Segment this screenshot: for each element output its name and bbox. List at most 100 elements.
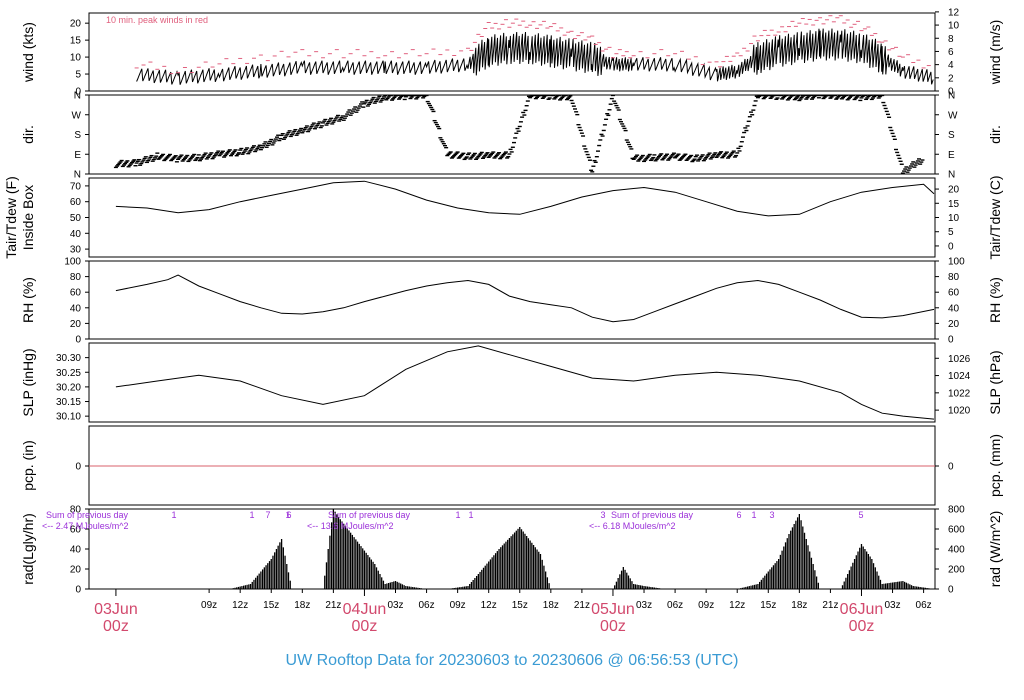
axis-label: SLP (hPa) <box>987 350 1003 414</box>
ytick-label-left: 0 <box>75 87 81 98</box>
ytick-label-right: E <box>948 150 955 161</box>
wind-peak-markers <box>134 15 931 75</box>
rad-annotation-line1: Sum of previous day <box>46 510 129 520</box>
rad-annotation-line2: <-- 2.47 MJoules/m^2 <box>42 521 129 531</box>
rad-top-mark: 1 <box>751 510 756 520</box>
axis-label: RH (%) <box>987 277 1003 323</box>
ytick-label-right: 20 <box>948 319 960 330</box>
xtick-label: 09z <box>450 600 466 611</box>
axis-label: rad (W/m^2) <box>987 511 1003 588</box>
ytick-label-right: 10 <box>948 213 960 224</box>
wind-annotation: 10 min. peak winds in red <box>106 15 208 25</box>
axis-label: dir. <box>20 125 36 144</box>
panel-frame-rh <box>88 260 936 340</box>
ytick-label-right: 6 <box>948 47 954 58</box>
ytick-label-right: N <box>948 91 955 102</box>
axis-label: RH (%) <box>20 277 36 323</box>
ytick-label-right: 1020 <box>948 406 971 417</box>
axis-label: dir. <box>987 125 1003 144</box>
rad-annotation-line2: <-- 13.6 MJoules/m^2 <box>307 521 394 531</box>
rad-annotation-line1: Sum of previous day <box>328 510 411 520</box>
day-label-time: 00z <box>600 618 626 635</box>
panel-frame-slp <box>88 342 936 423</box>
ytick-label-right: 20 <box>948 185 960 196</box>
ytick-label-left: 20 <box>70 565 82 576</box>
ytick-label-right: 600 <box>948 525 965 536</box>
rh-series <box>115 274 935 323</box>
ytick-label-right: 15 <box>948 199 960 210</box>
ytick-label-left: 30 <box>70 245 82 256</box>
ytick-label-left: 10 <box>70 53 82 64</box>
rad-top-mark: 1 <box>455 510 460 520</box>
ytick-label-right: S <box>948 130 955 141</box>
ytick-label-right: 80 <box>948 272 960 283</box>
day-label-date: 04Jun <box>343 601 387 618</box>
xtick-label: 18z <box>294 600 310 611</box>
ytick-label-right: 8 <box>948 34 954 45</box>
ytick-label-right: 4 <box>948 60 954 71</box>
ytick-label-left: 60 <box>70 288 82 299</box>
ytick-label-left: W <box>72 110 82 121</box>
rad-annotation-line1: Sum of previous day <box>611 510 694 520</box>
ytick-label-right: 400 <box>948 545 965 556</box>
ytick-label-right: 60 <box>948 288 960 299</box>
panel-frame-dir <box>88 94 936 175</box>
rad-top-mark: 1 <box>171 510 176 520</box>
xtick-label: 15z <box>760 600 776 611</box>
ytick-label-right: 1024 <box>948 371 971 382</box>
ytick-label-left: 5 <box>75 70 81 81</box>
axis-label: wind (m/s) <box>987 20 1003 86</box>
ytick-label-left: 50 <box>70 213 82 224</box>
axis-label: Tair/Tdew (F) <box>3 176 19 258</box>
ytick-label-right: 0 <box>948 462 954 473</box>
ytick-label-left: 80 <box>70 272 82 283</box>
ytick-label-left: N <box>74 91 81 102</box>
page-title: UW Rooftop Data for 20230603 to 20230606… <box>286 652 739 669</box>
xtick-label: 15z <box>512 600 528 611</box>
rad-top-mark: 3 <box>600 510 605 520</box>
ytick-label-right: 1026 <box>948 354 971 365</box>
dir-points <box>113 94 925 174</box>
ytick-label-right: 12 <box>948 7 960 18</box>
xtick-label: 12z <box>481 600 497 611</box>
day-label-time: 00z <box>103 618 129 635</box>
rad-top-mark: 3 <box>769 510 774 520</box>
rad-top-mark: 7 <box>265 510 270 520</box>
ytick-label-right: 40 <box>948 303 960 314</box>
xtick-label: 03z <box>884 600 900 611</box>
axis-label: rad(Lgly/hr) <box>20 513 36 585</box>
ytick-label-left: 0 <box>75 462 81 473</box>
ytick-label-left: 60 <box>70 197 82 208</box>
xtick-label: 21z <box>822 600 838 611</box>
ytick-label-left: 30.25 <box>56 368 81 379</box>
ytick-label-left: 30.30 <box>56 353 81 364</box>
ytick-label-left: 30.20 <box>56 382 81 393</box>
xtick-label: 18z <box>791 600 807 611</box>
xtick-label: 21z <box>325 600 341 611</box>
day-label-date: 05Jun <box>591 601 635 618</box>
ytick-label-left: 20 <box>70 319 82 330</box>
day-label-date: 03Jun <box>94 601 138 618</box>
rad-bars <box>232 509 930 589</box>
day-label-time: 00z <box>849 618 875 635</box>
slp-series <box>115 345 935 420</box>
ytick-label-left: 40 <box>70 229 82 240</box>
day-label-date: 06Jun <box>840 601 884 618</box>
ytick-label-left: E <box>74 150 81 161</box>
xtick-label: 09z <box>201 600 217 611</box>
ytick-label-left: N <box>74 170 81 181</box>
temp-series <box>115 180 935 217</box>
xtick-label: 18z <box>543 600 559 611</box>
ytick-label-right: W <box>948 110 958 121</box>
xtick-label: 06z <box>419 600 435 611</box>
axis-label: wind (kts) <box>20 22 36 83</box>
ytick-label-left: 0 <box>75 335 81 346</box>
xtick-label: 09z <box>698 600 714 611</box>
ytick-label-right: 2 <box>948 73 954 84</box>
ytick-label-left: S <box>74 130 81 141</box>
rad-annotation-line2: <-- 6.18 MJoules/m^2 <box>589 521 676 531</box>
ytick-label-left: 80 <box>70 505 82 516</box>
ytick-label-right: 0 <box>948 585 954 596</box>
ytick-label-right: 0 <box>948 335 954 346</box>
ytick-label-left: 20 <box>70 19 82 30</box>
